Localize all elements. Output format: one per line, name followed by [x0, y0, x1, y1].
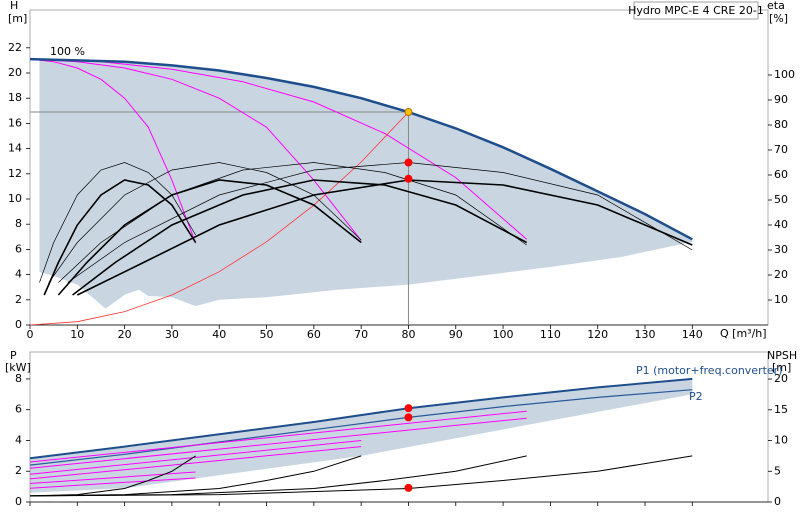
y-tick-label: 12	[8, 167, 22, 180]
curve	[29, 440, 362, 475]
curve	[76, 179, 693, 296]
y-axis-title: P	[10, 349, 17, 362]
x-tick-label: 130	[635, 328, 656, 341]
y-tick-label: 8	[15, 217, 22, 230]
curve	[48, 162, 362, 283]
y2-axis-title: NPSH	[767, 349, 797, 362]
y-tick-label: 4	[15, 268, 22, 281]
y-tick-label: 0	[15, 495, 22, 508]
x-tick-label: 50	[260, 328, 274, 341]
y2-axis-title: eta	[767, 0, 785, 12]
series-label: P1 (motor+freq.converter)	[636, 364, 783, 377]
y2-tick-label: 40	[774, 218, 788, 231]
y-axis-unit: [m]	[8, 12, 27, 25]
x-tick-label: 40	[212, 328, 226, 341]
y-tick-label: 20	[8, 66, 22, 79]
y2-tick-label: 0	[774, 495, 781, 508]
chart-title: Hydro MPC-E 4 CRE 20-1	[628, 4, 764, 17]
x-tick-label: 110	[540, 328, 561, 341]
operating-point	[404, 483, 413, 492]
x-tick-label: 140	[682, 328, 703, 341]
curve	[29, 417, 527, 469]
title-box	[633, 1, 759, 20]
curve	[29, 477, 196, 489]
curve	[29, 455, 693, 497]
curve	[29, 377, 693, 460]
y2-axis-unit: [m]	[772, 361, 791, 374]
operating-point	[404, 413, 413, 422]
curve	[29, 111, 409, 326]
y2-tick-label: 5	[774, 464, 781, 477]
annotation: 100 %	[50, 45, 85, 58]
y-tick-label: 18	[8, 91, 22, 104]
y2-tick-label: 10	[774, 293, 788, 306]
y2-tick-label: 10	[774, 434, 788, 447]
x-tick-label: 70	[354, 328, 368, 341]
curve	[72, 179, 528, 296]
y-tick-label: 14	[8, 142, 22, 155]
x-tick-label: 100	[493, 328, 514, 341]
curve	[29, 446, 362, 480]
y2-tick-label: 80	[774, 118, 788, 131]
y-tick-label: 2	[15, 293, 22, 306]
x-tick-label: 20	[118, 328, 132, 341]
curve	[29, 58, 362, 241]
y-tick-label: 4	[15, 433, 22, 446]
curve	[29, 455, 196, 497]
curve	[29, 58, 197, 244]
curve	[39, 162, 196, 283]
x-tick-label: 120	[587, 328, 608, 341]
y-tick-label: 16	[8, 116, 22, 129]
operating-point	[404, 404, 413, 413]
operating-point	[404, 174, 413, 183]
curve	[29, 410, 527, 463]
operating-point	[404, 108, 413, 117]
x-tick-label: 90	[449, 328, 463, 341]
x-tick-label: 60	[307, 328, 321, 341]
y-tick-label: 6	[15, 242, 22, 255]
y2-tick-label: 20	[774, 372, 788, 385]
curve	[57, 179, 362, 296]
y2-axis-unit: [%]	[769, 12, 788, 25]
x-tick-label: 10	[70, 328, 84, 341]
y-tick-label: 6	[15, 403, 22, 416]
y2-tick-label: 50	[774, 193, 788, 206]
curve	[29, 57, 693, 241]
series-label: P2	[689, 390, 703, 403]
y2-tick-label: 70	[774, 143, 788, 156]
y-axis-title: H	[10, 0, 18, 12]
curve	[58, 162, 527, 283]
curve	[67, 162, 693, 283]
curve	[29, 389, 693, 466]
x-tick-label: 30	[165, 328, 179, 341]
curve	[43, 179, 197, 296]
y2-tick-label: 20	[774, 268, 788, 281]
curve	[29, 58, 528, 240]
x-tick-label: 0	[27, 328, 34, 341]
y2-tick-label: 90	[774, 93, 788, 106]
plot-layer: 0 10 20 30 40 50 60 70 80 90 100 110 120 130 140024681…	[8, 9, 795, 508]
y-tick-label: 22	[8, 41, 22, 54]
y2-tick-label: 60	[774, 168, 788, 181]
y-axis-unit: [kW]	[5, 361, 31, 374]
x-axis-title: Q [m³/h]	[720, 327, 767, 340]
y-tick-label: 0	[15, 318, 22, 331]
operating-range	[30, 378, 693, 493]
operating-point	[404, 158, 413, 167]
curve	[29, 471, 196, 484]
y-tick-label: 10	[8, 192, 22, 205]
x-tick-label: 80	[401, 328, 415, 341]
y-tick-label: 8	[15, 372, 22, 385]
y2-tick-label: 30	[774, 243, 788, 256]
y2-tick-label: 100	[774, 68, 795, 81]
y-tick-label: 2	[15, 464, 22, 477]
y2-tick-label: 15	[774, 403, 788, 416]
